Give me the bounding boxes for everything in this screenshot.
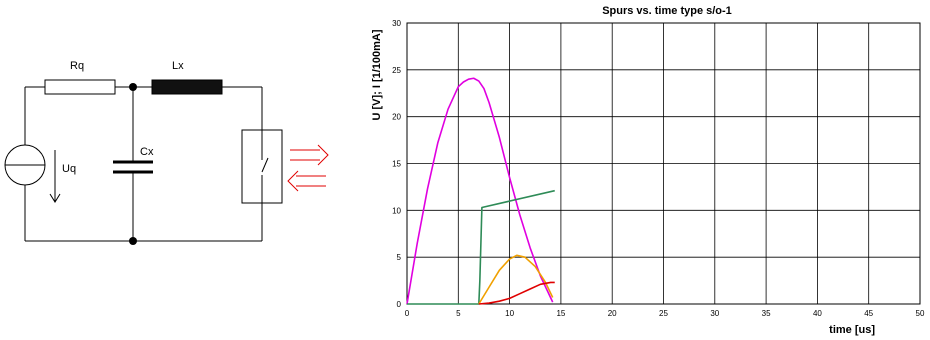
x-tick-label: 0 — [405, 309, 410, 318]
y-tick-label: 30 — [392, 19, 401, 28]
series-line-2 — [407, 189, 555, 305]
series-line-4 — [478, 281, 555, 305]
series-line-3 — [478, 254, 554, 305]
voltage-source-symbol — [4, 144, 46, 186]
y-tick-label: 5 — [397, 253, 402, 262]
inductor-symbol — [151, 79, 223, 95]
junction-dot-bottom — [129, 237, 137, 245]
x-tick-label: 20 — [608, 309, 617, 318]
x-tick-label: 25 — [659, 309, 668, 318]
capacitor-symbol — [113, 160, 153, 174]
series-line-1 — [406, 77, 554, 305]
switch-symbol — [241, 129, 283, 204]
capacitor-label: Cx — [140, 146, 154, 158]
x-tick-label: 30 — [710, 309, 719, 318]
resistor-label: Rq — [70, 60, 84, 72]
y-tick-label: 0 — [397, 300, 402, 309]
y-tick-label: 10 — [392, 206, 401, 215]
x-tick-label: 45 — [864, 309, 873, 318]
x-axis-label: time [us] — [829, 324, 875, 336]
chart-series — [406, 77, 555, 305]
spurs-chart: Spurs vs. time type s/o-1 0 5 10 15 20 25 30 35… — [371, 5, 925, 336]
y-tick-label: 20 — [392, 113, 401, 122]
chart-title: Spurs vs. time type s/o-1 — [602, 5, 732, 17]
x-tick-label: 50 — [916, 309, 925, 318]
chart-ticks: 0 5 10 15 20 25 30 35 40 45 50 0 5 10 15 20 25 30 — [392, 19, 925, 318]
inductor-label: Lx — [172, 60, 184, 72]
resistor-symbol — [44, 79, 116, 95]
junction-dot-top — [129, 83, 137, 91]
y-tick-label: 25 — [392, 66, 401, 75]
y-axis-label: U [V]; I [1/100mA] — [371, 29, 383, 120]
signal-arrows-icon — [287, 144, 329, 192]
x-tick-label: 5 — [456, 309, 461, 318]
x-tick-label: 35 — [762, 309, 771, 318]
y-tick-label: 15 — [392, 160, 401, 169]
circuit-diagram: Rq Lx Cx Uq — [4, 60, 329, 245]
source-label: Uq — [62, 163, 76, 175]
voltage-arrow-icon — [49, 150, 61, 203]
x-tick-label: 15 — [556, 309, 565, 318]
x-tick-label: 40 — [813, 309, 822, 318]
x-tick-label: 10 — [505, 309, 514, 318]
chart-grid — [406, 22, 921, 305]
